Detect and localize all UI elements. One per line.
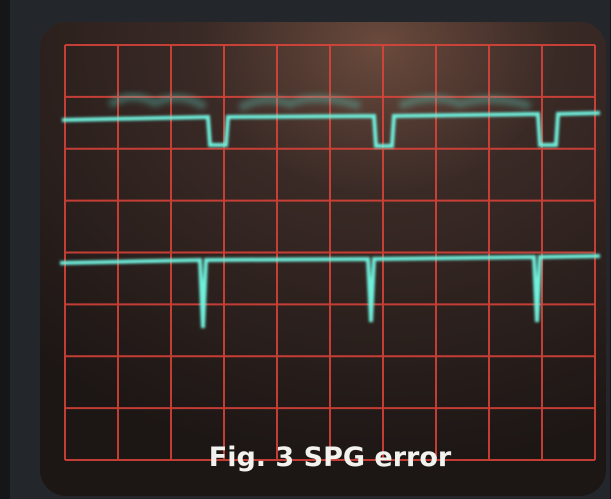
caption: Fig. 3 SPG error: [209, 442, 452, 473]
page-body: {"caption": "Fig. 3 SPG error"} Fig. 3 S…: [0, 0, 611, 499]
page: html, body { margin: 0; padding: 0; back…: [0, 0, 611, 499]
oscilloscope-photo: Fig. 3 SPG error: [0, 0, 611, 499]
